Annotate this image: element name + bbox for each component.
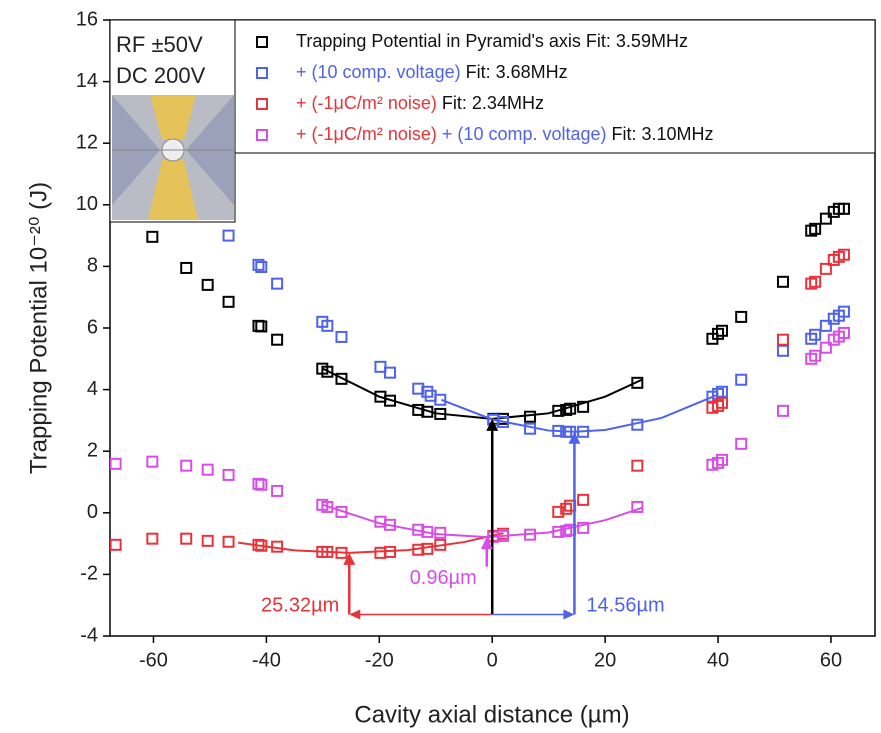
arrow-label: 25.32µm [261,595,339,617]
x-tick-label: 0 [487,649,498,671]
arrow-label: 0.96µm [410,567,477,589]
x-tick-label: 20 [594,649,616,671]
legend-text: Fit: 2.34MHz [442,93,544,113]
y-tick-label: 4 [87,378,98,400]
y-tick-label: 8 [87,255,98,277]
x-tick-label: 40 [707,649,729,671]
y-tick-label: -4 [80,624,98,646]
legend-text: + (10 comp. voltage) [296,62,461,82]
x-tick-label: -60 [139,649,168,671]
x-tick-label: -20 [365,649,394,671]
legend-label: + (10 comp. voltage) Fit: 3.68MHz [296,62,568,82]
legend-text: Fit: 3.68MHz [466,62,568,82]
inset-text: DC 200V [116,63,206,88]
y-tick-label: 6 [87,316,98,338]
x-tick-label: 60 [820,649,842,671]
chart: RF ±50V DC 200V Trapping Potential in Py… [0,0,881,733]
y-axis-title: Trapping Potential 10⁻²⁰ (J) [25,182,52,474]
legend-text: Fit: 3.10MHz [612,124,714,144]
x-tick-label: -40 [252,649,281,671]
legend-text: Trapping Potential in Pyramid's axis [296,31,581,51]
y-tick-label: 2 [87,439,98,461]
arrow-label: 14.56µm [586,595,664,617]
y-tick-label: 14 [76,70,98,92]
legend-text: + (-1μC/m² noise) [296,124,437,144]
legend-label: + (-1μC/m² noise) Fit: 2.34MHz [296,93,544,113]
inset-text: RF ±50V [116,32,203,57]
legend-text: + (10 comp. voltage) [442,124,607,144]
y-tick-label: 0 [87,501,98,523]
legend-text: Fit: 3.59MHz [586,31,688,51]
x-axis-title: Cavity axial distance (µm) [354,701,629,728]
legend-label: + (-1μC/m² noise) + (10 comp. voltage) F… [296,124,714,144]
y-tick-label: 12 [76,131,98,153]
legend-text: + (-1μC/m² noise) [296,93,437,113]
inset-image [112,95,234,220]
y-tick-label: -2 [80,563,98,585]
y-tick-label: 16 [76,8,98,30]
legend-label: Trapping Potential in Pyramid's axis Fit… [296,31,688,51]
y-tick-label: 10 [76,193,98,215]
